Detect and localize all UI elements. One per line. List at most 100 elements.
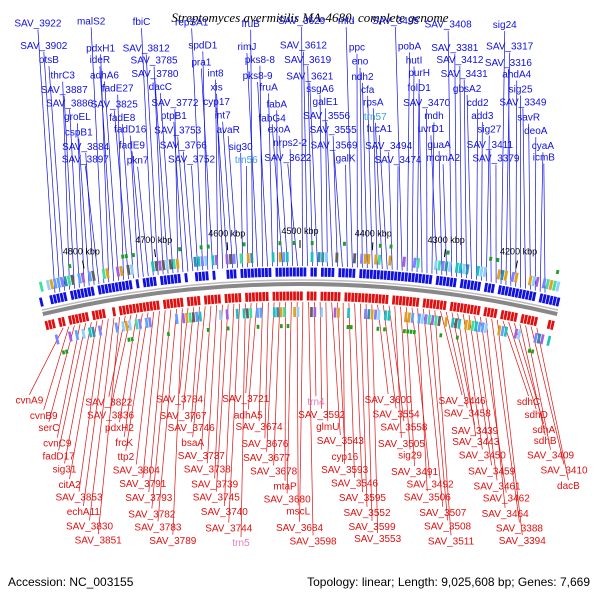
forward-gene-label: SAV_3555 bbox=[310, 125, 358, 136]
forward-gene-label: fadE27 bbox=[102, 84, 134, 95]
reverse-label-connector bbox=[190, 306, 200, 423]
inner-marker bbox=[61, 350, 66, 355]
reverse-gene-label: pdxH2 bbox=[105, 423, 134, 434]
forward-label-connector bbox=[191, 28, 204, 271]
forward-label-connector bbox=[121, 124, 134, 279]
reverse-label-connector bbox=[258, 302, 263, 422]
reverse-label-connector bbox=[192, 306, 206, 438]
forward-gene-label: SAV_3431 bbox=[441, 69, 489, 80]
forward-gene-label: fadE9 bbox=[119, 140, 146, 151]
forward-label-connector bbox=[37, 29, 56, 293]
forward-label-connector bbox=[416, 79, 420, 273]
forward-gene-label: SAV_3785 bbox=[131, 56, 179, 67]
forward-label-connector bbox=[245, 165, 248, 268]
reverse-gene-label: SAV_3836 bbox=[87, 410, 135, 421]
reverse-label-connector bbox=[56, 324, 81, 438]
forward-gene-block bbox=[49, 294, 54, 305]
forward-gene-label: pra1 bbox=[191, 58, 211, 69]
forward-label-connector bbox=[131, 151, 144, 277]
forward-gene-label: SAV_3884 bbox=[62, 142, 110, 153]
forward-gene-label: SAV_3619 bbox=[284, 55, 332, 66]
reverse-label-connector bbox=[382, 305, 397, 409]
forward-label-connector bbox=[84, 165, 100, 284]
forward-feature-block bbox=[38, 281, 44, 292]
forward-label-connector bbox=[246, 52, 258, 267]
reverse-gene-label: SAV_3599 bbox=[348, 522, 396, 533]
reverse-label-connector bbox=[496, 319, 523, 536]
kbp-tick-label: 4700 kbp bbox=[135, 235, 172, 245]
forward-feature-block bbox=[77, 273, 82, 284]
reverse-label-connector bbox=[428, 309, 448, 521]
forward-feature-block bbox=[548, 279, 554, 291]
reverse-gene-label: SAV_3459 bbox=[468, 466, 516, 477]
forward-label-connector bbox=[141, 28, 154, 276]
reverse-gene-block bbox=[67, 315, 73, 325]
forward-label-connector bbox=[500, 30, 506, 284]
reverse-gene-label: SAV_3558 bbox=[380, 422, 428, 433]
reverse-gene-label: echA11 bbox=[67, 507, 101, 518]
forward-label-connector bbox=[48, 66, 66, 291]
forward-gene-label: adhA6 bbox=[90, 70, 119, 81]
inner-marker bbox=[65, 349, 69, 354]
reverse-gene-label: SAV_3680 bbox=[264, 494, 312, 505]
reverse-gene-label: SAV_3592 bbox=[298, 410, 346, 421]
reverse-label-connector bbox=[284, 302, 286, 481]
reverse-label-connector bbox=[462, 314, 483, 450]
reverse-label-connector bbox=[485, 317, 506, 508]
reverse-gene-label: SAV_3744 bbox=[205, 524, 253, 535]
reverse-label-connector bbox=[423, 308, 444, 507]
forward-gene-label: SAV_3569 bbox=[310, 141, 358, 152]
reverse-gene-label: bsaA bbox=[181, 438, 204, 449]
forward-feature-block bbox=[80, 272, 86, 283]
forward-label-connector bbox=[104, 81, 120, 281]
reverse-label-connector bbox=[69, 320, 98, 480]
reverse-gene-label: adhA5 bbox=[234, 410, 263, 421]
forward-label-connector bbox=[182, 151, 194, 272]
forward-label-connector bbox=[62, 81, 70, 290]
reverse-gene-label: SAV_3739 bbox=[191, 479, 239, 490]
forward-label-lines bbox=[37, 27, 546, 293]
reverse-label-connector bbox=[64, 321, 92, 464]
forward-label-connector bbox=[177, 136, 189, 272]
forward-gene-label: SAV_3474 bbox=[375, 155, 423, 166]
forward-gene-label: gbsA2 bbox=[453, 84, 482, 95]
forward-feature-block bbox=[87, 271, 93, 282]
forward-feature-block bbox=[70, 274, 75, 286]
forward-gene-label: sig30 bbox=[229, 142, 253, 153]
kbp-tick-mark bbox=[154, 249, 157, 258]
reverse-label-connector bbox=[319, 302, 323, 409]
forward-feature-block bbox=[91, 270, 96, 281]
reverse-label-connector bbox=[417, 308, 428, 492]
reverse-gene-block bbox=[506, 311, 512, 321]
forward-label-connector bbox=[159, 93, 174, 274]
forward-feature-block bbox=[63, 276, 69, 287]
forward-label-connector bbox=[69, 109, 80, 288]
reverse-feature-block bbox=[81, 328, 86, 339]
reverse-gene-label: SAV_3507 bbox=[419, 508, 467, 519]
reverse-gene-label: SAV_3462 bbox=[483, 494, 531, 505]
reverse-gene-block bbox=[500, 310, 505, 320]
forward-gene-label: cyp17 bbox=[203, 97, 230, 108]
reverse-gene-label: SAV_3738 bbox=[184, 464, 232, 475]
forward-gene-block bbox=[87, 287, 92, 297]
forward-feature-block bbox=[541, 278, 547, 289]
reverse-gene-label: trn5 bbox=[232, 538, 250, 549]
reverse-label-connector bbox=[125, 312, 149, 451]
forward-label-connector bbox=[539, 152, 544, 292]
forward-gene-block bbox=[555, 297, 561, 307]
forward-feature-block bbox=[555, 281, 561, 292]
forward-gene-label: nrps2-2 bbox=[273, 138, 307, 149]
forward-label-connector bbox=[287, 163, 298, 267]
reverse-label-connector bbox=[536, 327, 569, 481]
reverse-feature-block bbox=[54, 334, 60, 345]
reverse-gene-label: ttp2 bbox=[117, 452, 134, 463]
reverse-feature-block bbox=[536, 333, 542, 344]
reverse-label-connector bbox=[530, 326, 565, 465]
forward-gene-label: SAV_3825 bbox=[91, 99, 139, 110]
reverse-gene-label: SAV_3553 bbox=[354, 534, 402, 545]
forward-gene-block bbox=[80, 288, 85, 298]
reverse-label-connector bbox=[89, 317, 115, 521]
forward-feature-block bbox=[59, 276, 65, 288]
forward-label-connector bbox=[137, 166, 149, 277]
forward-gene-label: purH bbox=[408, 68, 430, 79]
